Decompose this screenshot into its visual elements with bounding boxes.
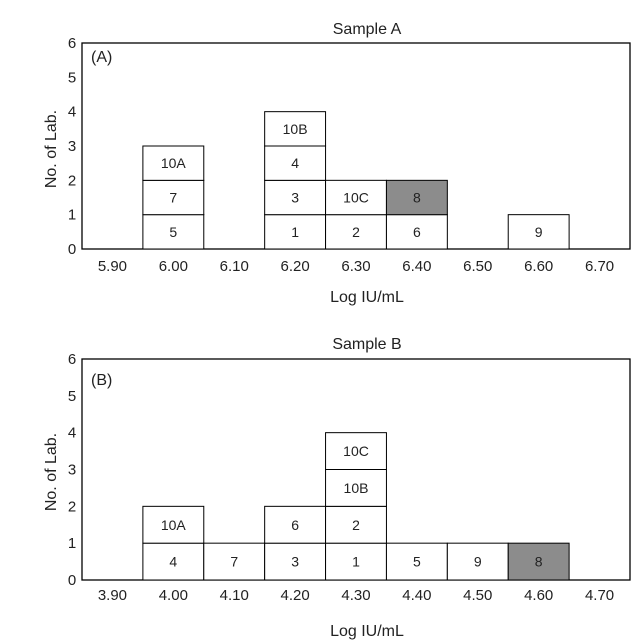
x-tick-label: 4.00 — [159, 587, 188, 604]
x-axis-label: Log IU/mL — [330, 289, 404, 306]
y-tick-label: 5 — [68, 69, 76, 86]
bars: 5 7 10A 1 3 4 10B 2 10C 6 8 9 — [142, 111, 570, 250]
bar-label: 6 — [413, 224, 421, 240]
y-tick-label: 4 — [68, 425, 76, 442]
x-tick-labels: 3.90 4.00 4.10 4.20 4.30 4.40 4.50 4.60 4.70 — [98, 587, 614, 604]
bar-cell — [385, 214, 448, 250]
x-tick-label: 6.40 — [402, 258, 431, 275]
x-tick-label: 4.30 — [341, 587, 370, 604]
bar-label: 3 — [291, 190, 299, 206]
bar-label: 9 — [535, 224, 543, 240]
x-tick-labels: 5.90 6.00 6.10 6.20 6.30 6.40 6.50 6.60 6.70 — [98, 258, 614, 275]
x-tick-label: 4.70 — [585, 587, 614, 604]
bar-cell — [446, 542, 509, 581]
y-tick-label: 2 — [68, 498, 76, 515]
x-tick-label: 6.70 — [585, 258, 614, 275]
bar-cell — [325, 432, 387, 470]
bar-label: 4 — [291, 155, 299, 171]
bar-label: 10A — [161, 517, 187, 533]
y-tick-label: 0 — [68, 572, 76, 589]
bar-label: 6 — [291, 517, 299, 533]
bar-cell — [385, 542, 448, 581]
bars: 4 10A 7 3 6 1 2 10B 10C 5 9 8 — [142, 432, 570, 581]
x-axis-label: Log IU/mL — [330, 623, 404, 640]
x-tick-label: 4.50 — [463, 587, 492, 604]
y-tick-labels: 0 1 2 3 4 5 6 — [68, 351, 76, 589]
y-tick-label: 3 — [68, 138, 76, 155]
x-tick-label: 6.00 — [159, 258, 188, 275]
x-tick-label: 4.60 — [524, 587, 553, 604]
bar-cell — [264, 505, 327, 544]
y-tick-label: 3 — [68, 462, 76, 479]
bar-cell — [142, 214, 205, 250]
y-tick-label: 4 — [68, 104, 76, 121]
y-tick-label: 6 — [68, 35, 76, 52]
x-tick-label: 6.60 — [524, 258, 553, 275]
bar-label: 1 — [352, 554, 360, 570]
bar-cell — [203, 542, 266, 581]
bar-label: 2 — [352, 517, 360, 533]
bar-label: 10C — [343, 443, 369, 459]
y-tick-label: 0 — [68, 241, 76, 258]
bar-cell — [264, 145, 327, 181]
bar-label: 5 — [169, 224, 177, 240]
y-axis-label: No. of Lab. — [43, 433, 60, 511]
bar-cell — [142, 145, 205, 181]
bar-cell — [142, 505, 205, 544]
bar-cell — [264, 111, 327, 147]
chart-title: Sample A — [333, 21, 402, 38]
y-axis-label: No. of Lab. — [43, 110, 60, 188]
bar-cell — [385, 179, 448, 216]
y-tick-labels: 0 1 2 3 4 5 6 — [68, 35, 76, 258]
y-tick-label: 1 — [68, 535, 76, 552]
panel-label: (A) — [91, 49, 112, 66]
bar-label: 7 — [169, 190, 177, 206]
y-tick-label: 6 — [68, 351, 76, 368]
x-tick-label: 4.20 — [281, 587, 310, 604]
bar-cell — [507, 214, 570, 250]
x-tick-label: 4.10 — [220, 587, 249, 604]
bar-cell — [507, 542, 570, 581]
bar-label: 5 — [413, 554, 421, 570]
y-tick-label: 1 — [68, 207, 76, 224]
bar-label: 7 — [230, 554, 238, 570]
x-tick-label: 3.90 — [98, 587, 127, 604]
x-tick-label: 6.50 — [463, 258, 492, 275]
bar-label: 8 — [535, 554, 543, 570]
bar-cell — [264, 179, 327, 216]
y-tick-label: 2 — [68, 172, 76, 189]
bar-cell — [325, 179, 387, 216]
x-tick-label: 6.10 — [220, 258, 249, 275]
panel-label: (B) — [91, 372, 112, 389]
panel-sample-b: Sample B No. of Lab. Log IU/mL (B) 4 10A 7… — [43, 336, 631, 640]
bar-label: 10A — [161, 155, 187, 171]
chart-title: Sample B — [332, 336, 401, 353]
bar-label: 1 — [291, 224, 299, 240]
bar-cell — [325, 505, 387, 544]
bar-cell — [325, 469, 387, 507]
bar-label: 3 — [291, 554, 299, 570]
x-tick-label: 6.20 — [281, 258, 310, 275]
x-tick-label: 4.40 — [402, 587, 431, 604]
bar-label: 10B — [283, 121, 308, 137]
bar-label: 4 — [169, 554, 177, 570]
panel-sample-a: Sample A No. of Lab. Log IU/mL (A) 5 7 10A… — [43, 21, 631, 306]
bar-label: 10C — [343, 190, 369, 206]
bar-label: 9 — [474, 554, 482, 570]
bar-label: 8 — [413, 190, 421, 206]
bar-cell — [325, 542, 387, 581]
x-tick-label: 5.90 — [98, 258, 127, 275]
bar-label: 2 — [352, 224, 360, 240]
bar-label: 10B — [344, 480, 369, 496]
x-tick-label: 6.30 — [341, 258, 370, 275]
bar-cell — [325, 214, 387, 250]
y-tick-label: 5 — [68, 388, 76, 405]
